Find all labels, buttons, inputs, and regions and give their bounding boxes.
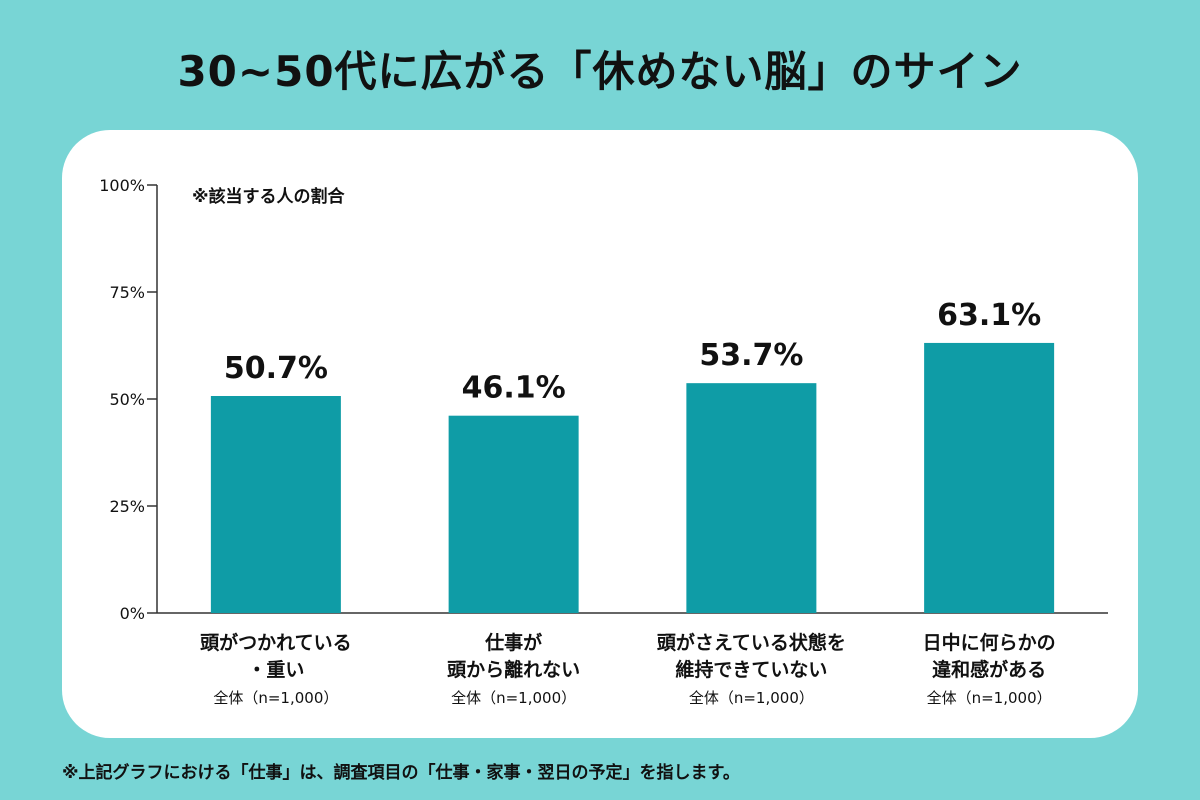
category-label: 頭がさえている状態を 維持できていない全体（n=1,000） bbox=[641, 630, 861, 710]
bar bbox=[210, 396, 341, 613]
y-tick-label: 75% bbox=[109, 283, 145, 302]
bar-value-label: 50.7% bbox=[224, 351, 328, 386]
footnote: ※上記グラフにおける「仕事」は、調査項目の「仕事・家事・翌日の予定」を指します。 bbox=[62, 763, 740, 783]
category-label-line: 維持できていない bbox=[675, 659, 828, 681]
category-label-line: 頭から離れない bbox=[447, 659, 581, 681]
category-label-line: ・重い bbox=[247, 659, 305, 681]
category-sample-size: 全体（n=1,000） bbox=[926, 689, 1052, 707]
y-tick-label: 50% bbox=[109, 390, 145, 409]
category-label-line: 頭がつかれている bbox=[200, 632, 352, 654]
page-title: 30~50代に広がる「休めない脳」のサイン bbox=[177, 47, 1023, 96]
chart-card: 0% 25% 50% 75% 100% 50.7% 46.1% 53.7% 63.1% ※該当す… bbox=[62, 130, 1138, 738]
chart-note: ※該当する人の割合 bbox=[192, 187, 345, 207]
bar-value-label: 46.1% bbox=[462, 371, 566, 406]
bar bbox=[448, 415, 579, 613]
category-label-line: 違和感がある bbox=[932, 659, 1047, 681]
category-sample-size: 全体（n=1,000） bbox=[451, 689, 577, 707]
category-label-line: 日中に何らかの bbox=[922, 632, 1056, 654]
bar bbox=[924, 342, 1055, 613]
bar-chart: 0% 25% 50% 75% 100% 50.7% 46.1% 53.7% 63.1% bbox=[99, 176, 1108, 623]
category-sample-size: 全体（n=1,000） bbox=[688, 689, 814, 707]
bar-value-label: 53.7% bbox=[699, 338, 803, 373]
y-tick-label: 100% bbox=[99, 176, 145, 195]
category-label-line: 仕事が bbox=[485, 632, 543, 654]
bar-value-label: 63.1% bbox=[937, 298, 1041, 333]
category-sample-size: 全体（n=1,000） bbox=[213, 689, 339, 707]
y-tick-label: 25% bbox=[109, 497, 145, 516]
category-label: 仕事が頭から離れない全体（n=1,000） bbox=[404, 630, 624, 710]
y-tick-label: 0% bbox=[120, 604, 145, 623]
bar bbox=[686, 383, 817, 613]
category-label-line: 頭がさえている状態を bbox=[656, 632, 846, 654]
category-label: 日中に何らかの 違和感がある全体（n=1,000） bbox=[879, 630, 1099, 710]
category-label: 頭がつかれている ・重い全体（n=1,000） bbox=[166, 630, 386, 710]
